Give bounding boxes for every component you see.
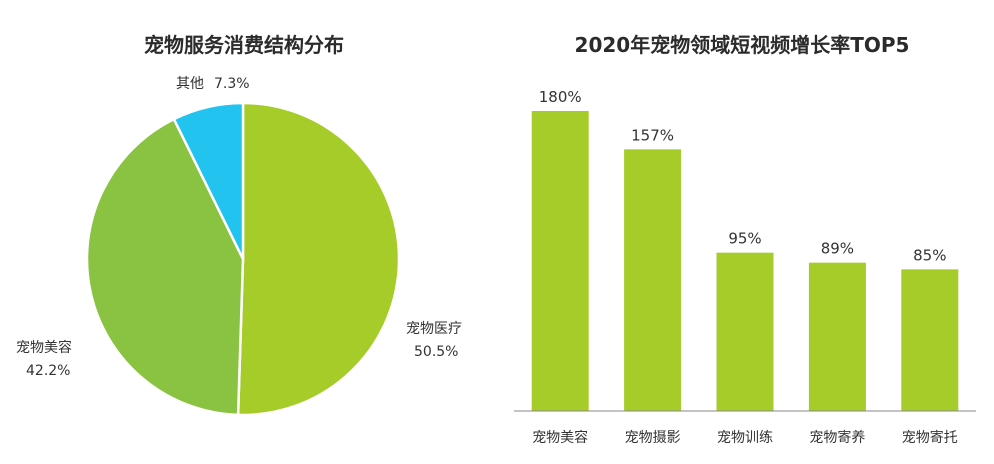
bar-1 — [531, 111, 589, 411]
x-tick-label-4: 宠物寄养 — [809, 429, 865, 446]
bar-value-label-4: 89% — [821, 240, 854, 258]
pie-label-grooming: 宠物美容 — [16, 339, 72, 356]
pie-title: 宠物服务消费结构分布 — [144, 33, 344, 57]
bar-2 — [624, 149, 682, 412]
bar-4 — [808, 262, 866, 411]
x-tick-label-5: 宠物寄托 — [902, 429, 958, 446]
pie-slice-other — [172, 101, 245, 260]
pie-slice-medical — [236, 101, 401, 417]
pie-slices — [85, 101, 401, 417]
x-tick-label-3: 宠物训练 — [717, 430, 773, 446]
pie-slice-grooming — [85, 117, 245, 417]
bar-value-label-1: 180% — [539, 88, 582, 106]
x-tick-label-1: 宠物美容 — [532, 429, 588, 446]
bar-chart: 2020年宠物领域短视频增长率TOP5 180% 宠物美容 157% 宠物摄影 95% 宠… — [514, 33, 976, 446]
bar-5 — [901, 269, 959, 411]
bar-title: 2020年宠物领域短视频增长率TOP5 — [575, 33, 910, 57]
bar-value-label-2: 157% — [631, 126, 674, 144]
bars: 180% 宠物美容 157% 宠物摄影 95% 宠物训练 89% 宠物寄养 85% 宠物寄托 — [531, 88, 959, 446]
bar-value-label-3: 95% — [728, 230, 761, 248]
x-tick-label-2: 宠物摄影 — [625, 430, 681, 446]
pie-value-grooming: 42.2% — [26, 363, 70, 379]
pie-chart: 宠物服务消费结构分布 其他 7.3% 宠物医疗 50.5% 宠物美容 42.2% — [16, 33, 462, 417]
pie-value-medical: 50.5% — [414, 344, 458, 360]
pie-value-other: 7.3% — [214, 76, 250, 92]
pie-label-other: 其他 — [176, 76, 204, 92]
pie-label-medical: 宠物医疗 — [406, 321, 462, 337]
bar-value-label-5: 85% — [913, 246, 946, 264]
bar-3 — [716, 252, 774, 411]
